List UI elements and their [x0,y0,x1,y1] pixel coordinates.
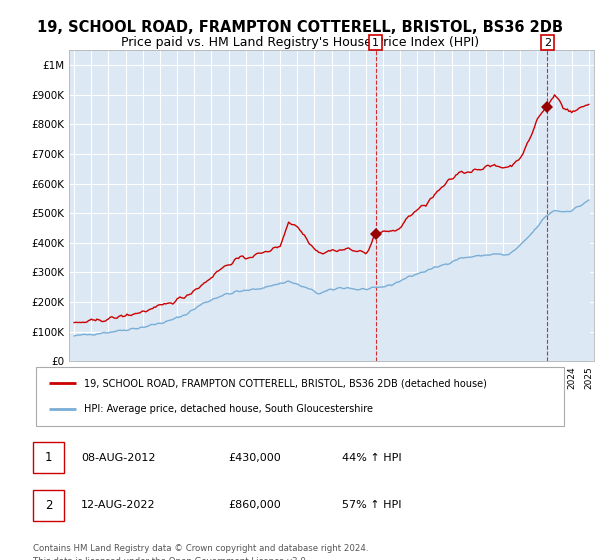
Text: Contains HM Land Registry data © Crown copyright and database right 2024.
This d: Contains HM Land Registry data © Crown c… [33,544,368,560]
Text: 1: 1 [45,451,52,464]
FancyBboxPatch shape [36,367,564,426]
Text: HPI: Average price, detached house, South Gloucestershire: HPI: Average price, detached house, Sout… [83,404,373,414]
Text: 19, SCHOOL ROAD, FRAMPTON COTTERELL, BRISTOL, BS36 2DB: 19, SCHOOL ROAD, FRAMPTON COTTERELL, BRI… [37,20,563,35]
Text: 1: 1 [372,38,379,48]
Text: £860,000: £860,000 [228,501,281,510]
Text: 44% ↑ HPI: 44% ↑ HPI [342,453,401,463]
Text: 19, SCHOOL ROAD, FRAMPTON COTTERELL, BRISTOL, BS36 2DB (detached house): 19, SCHOOL ROAD, FRAMPTON COTTERELL, BRI… [83,378,487,388]
Text: 57% ↑ HPI: 57% ↑ HPI [342,501,401,510]
Text: Price paid vs. HM Land Registry's House Price Index (HPI): Price paid vs. HM Land Registry's House … [121,36,479,49]
Text: 2: 2 [544,38,551,48]
Text: 08-AUG-2012: 08-AUG-2012 [81,453,155,463]
Text: 2: 2 [45,499,52,512]
Text: 12-AUG-2022: 12-AUG-2022 [81,501,155,510]
Text: £430,000: £430,000 [228,453,281,463]
